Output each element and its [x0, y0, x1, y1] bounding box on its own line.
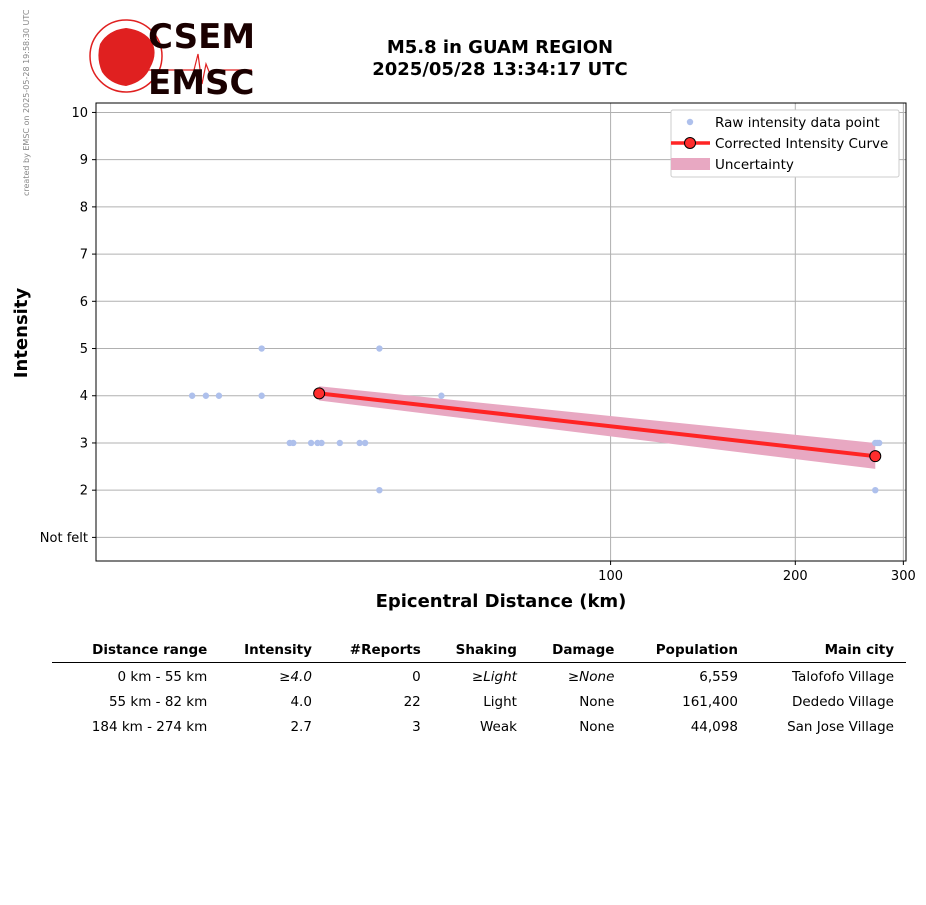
city-cell: Dededo Village [791, 694, 894, 710]
title-line-1: M5.8 in GUAM REGION [386, 37, 614, 58]
table-row: 0 km - 55 km ≥4.0 0 ≥Light ≥None 6,559 T… [52, 663, 906, 689]
grid [96, 103, 906, 561]
population-cell: 44,098 [690, 719, 738, 735]
logo-text-top: CSEM [148, 17, 255, 57]
y-tick-label: 9 [80, 153, 88, 168]
intensity-curve-marker [869, 450, 882, 463]
x-tick-label: 100 [598, 569, 623, 584]
logo-text-bottom: EMSC [148, 63, 255, 100]
emsc-logo: CSEM EMSC [89, 17, 255, 100]
reports-cell: 3 [412, 719, 421, 735]
table-row: 55 km - 82 km 4.0 22 Light None 161,400 … [52, 688, 906, 713]
damage-cell: None [579, 694, 615, 710]
x-tick-label: 200 [783, 569, 808, 584]
table-row: 184 km - 274 km 2.7 3 Weak None 44,098 S… [52, 713, 906, 738]
raw-data-point [875, 439, 883, 447]
legend-uncertainty-label: Uncertainty [715, 157, 794, 173]
title-line-2: 2025/05/28 13:34:17 UTC [372, 59, 628, 80]
intensity-curve-line [318, 391, 876, 459]
y-tick-label: 4 [80, 389, 88, 404]
raw-data-point [258, 392, 265, 399]
y-tick-label: 6 [80, 295, 88, 310]
legend: Raw intensity data point Corrected Inten… [670, 109, 900, 178]
intensity-curve [313, 387, 882, 463]
distance-cell: 55 km - 82 km [108, 694, 208, 710]
x-axis-label: Epicentral Distance (km) [376, 591, 627, 612]
legend-curve-marker [684, 137, 696, 149]
shaking-cell: ≥Light [471, 669, 517, 685]
col-reports: #Reports [323, 640, 433, 663]
y-tick-label: 10 [71, 106, 88, 121]
city-cell: Talofofo Village [792, 669, 894, 685]
y-tick-label: 2 [80, 484, 88, 499]
col-shaking: Shaking [432, 640, 529, 663]
legend-uncertainty-swatch [671, 158, 710, 170]
raw-data-point [258, 345, 265, 352]
raw-data-point [361, 439, 369, 447]
y-ticks: Not felt 2 3 4 5 6 7 8 9 10 [40, 106, 96, 546]
y-tick-label: 7 [80, 248, 88, 263]
raw-data-point [376, 486, 383, 494]
shaking-cell: Weak [479, 719, 517, 735]
damage-cell: ≥None [567, 669, 615, 685]
logo-seismogram [142, 53, 252, 85]
reports-cell: 22 [403, 694, 421, 710]
raw-data-point [307, 439, 315, 447]
logo-europe-shape [98, 28, 155, 86]
y-tick-label: 5 [80, 342, 88, 357]
damage-cell: None [579, 719, 615, 735]
intensity-cell: 4.0 [290, 694, 312, 710]
table-header-row: Distance range Intensity #Reports Shakin… [52, 640, 906, 663]
col-main-city: Main city [749, 640, 906, 663]
raw-data-point [438, 392, 445, 399]
summary-table: Distance range Intensity #Reports Shakin… [52, 640, 906, 738]
y-axis-label: Intensity [11, 288, 32, 379]
col-distance: Distance range [52, 640, 220, 663]
intensity-chart: 100 200 300 Not felt 2 3 4 5 6 7 8 9 10 Epicentral … [11, 102, 916, 612]
raw-data-point [202, 392, 210, 399]
raw-data-point [336, 439, 344, 447]
x-ticks: 100 200 300 [598, 561, 916, 584]
y-tick-label: 3 [80, 436, 88, 451]
uncertainty-band [319, 386, 876, 469]
raw-points [188, 345, 883, 494]
city-cell: San Jose Village [787, 719, 894, 735]
intensity-cell: ≥4.0 [279, 669, 312, 685]
population-cell: 161,400 [682, 694, 738, 710]
raw-data-point [215, 392, 223, 399]
col-damage: Damage [528, 640, 627, 663]
reports-cell: 0 [412, 669, 421, 685]
y-tick-label: Not felt [40, 531, 88, 546]
distance-cell: 0 km - 55 km [117, 669, 208, 685]
intensity-cell: 2.7 [290, 719, 312, 735]
raw-data-point [318, 439, 325, 447]
col-intensity: Intensity [219, 640, 324, 663]
y-tick-label: 8 [80, 200, 88, 215]
population-cell: 6,559 [699, 669, 738, 685]
raw-data-point [290, 439, 297, 447]
legend-curve-label: Corrected Intensity Curve [715, 136, 888, 152]
legend-raw-marker [686, 118, 694, 126]
x-tick-label: 300 [891, 569, 916, 584]
raw-data-point [872, 486, 879, 494]
chart-title: M5.8 in GUAM REGION 2025/05/28 13:34:17 … [330, 37, 670, 81]
distance-cell: 184 km - 274 km [91, 719, 208, 735]
shaking-cell: Light [483, 694, 517, 710]
intensity-curve-marker [313, 387, 326, 400]
raw-data-point [356, 439, 363, 447]
legend-raw-label: Raw intensity data point [715, 115, 880, 131]
plot-frame [95, 102, 907, 562]
col-population: Population [626, 640, 750, 663]
uncertainty-band-area [319, 386, 876, 469]
raw-data-point [188, 392, 196, 399]
raw-data-point [376, 345, 383, 352]
